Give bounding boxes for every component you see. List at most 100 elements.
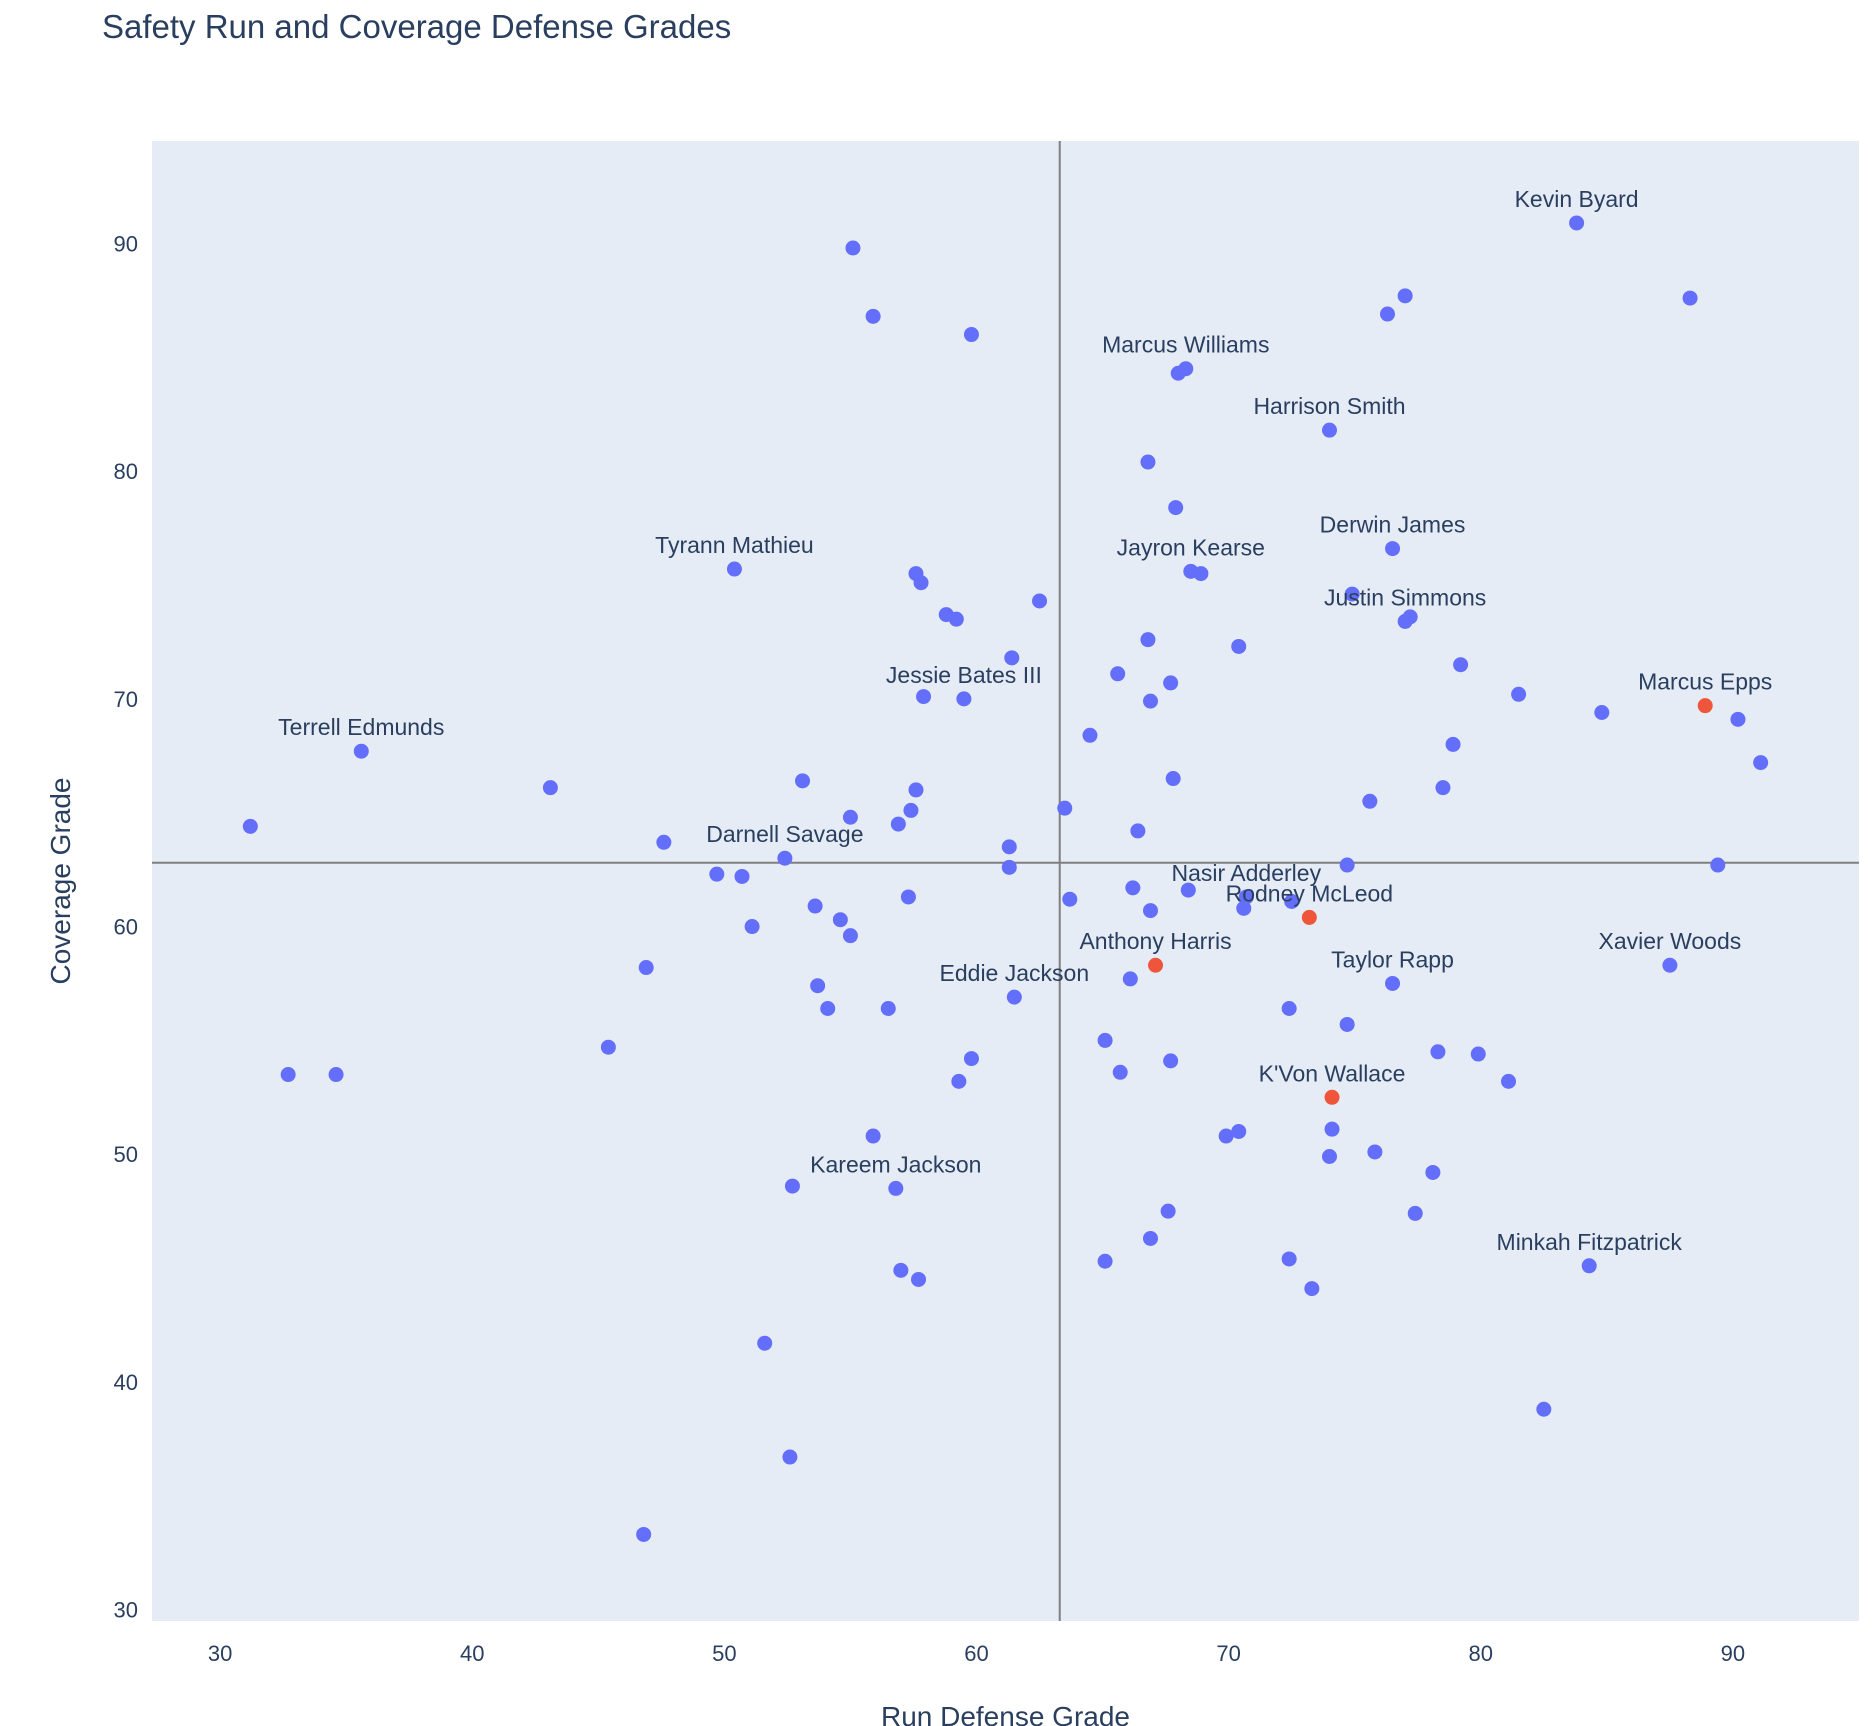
data-point[interactable]: [1367, 1144, 1383, 1160]
data-point[interactable]: [1430, 1044, 1446, 1060]
data-point[interactable]: [810, 978, 826, 994]
data-point[interactable]: [1445, 736, 1461, 752]
highlighted-point[interactable]: [1301, 909, 1317, 925]
data-point[interactable]: [1163, 675, 1179, 691]
data-point[interactable]: [1130, 823, 1146, 839]
data-point[interactable]: [1218, 1128, 1234, 1144]
data-point[interactable]: [1407, 1205, 1423, 1221]
data-point[interactable]: [963, 327, 979, 343]
data-point[interactable]: [1281, 1251, 1297, 1267]
data-point[interactable]: [1122, 971, 1138, 987]
data-point[interactable]: [1501, 1073, 1517, 1089]
data-point[interactable]: [1682, 290, 1698, 306]
data-point[interactable]: [1180, 882, 1196, 898]
plot-area[interactable]: [152, 141, 1859, 1621]
data-point[interactable]: [1062, 891, 1078, 907]
data-point[interactable]: [1569, 215, 1585, 231]
data-point[interactable]: [893, 1262, 909, 1278]
data-point[interactable]: [880, 1001, 896, 1017]
data-point[interactable]: [1281, 1001, 1297, 1017]
data-point[interactable]: [726, 561, 742, 577]
data-point[interactable]: [1324, 1121, 1340, 1137]
data-point[interactable]: [1112, 1064, 1128, 1080]
data-point[interactable]: [956, 691, 972, 707]
data-point[interactable]: [845, 240, 861, 256]
data-point[interactable]: [1142, 903, 1158, 919]
data-point[interactable]: [1379, 306, 1395, 322]
data-point[interactable]: [1435, 780, 1451, 796]
data-point[interactable]: [1165, 771, 1181, 787]
data-point[interactable]: [1339, 1016, 1355, 1032]
data-point[interactable]: [1710, 857, 1726, 873]
data-point[interactable]: [1097, 1032, 1113, 1048]
data-point[interactable]: [890, 816, 906, 832]
data-point[interactable]: [1142, 693, 1158, 709]
data-point[interactable]: [542, 780, 558, 796]
data-point[interactable]: [1581, 1258, 1597, 1274]
data-point[interactable]: [1238, 889, 1254, 905]
data-point[interactable]: [1001, 859, 1017, 875]
data-point[interactable]: [1168, 500, 1184, 516]
data-point[interactable]: [1536, 1401, 1552, 1417]
data-point[interactable]: [1511, 686, 1527, 702]
data-point[interactable]: [1140, 632, 1156, 648]
data-point[interactable]: [908, 782, 924, 798]
data-point[interactable]: [1402, 609, 1418, 625]
data-point[interactable]: [1170, 365, 1186, 381]
data-point[interactable]: [1236, 900, 1252, 916]
data-point[interactable]: [1193, 566, 1209, 582]
data-point[interactable]: [1160, 1203, 1176, 1219]
data-point[interactable]: [777, 850, 793, 866]
data-point[interactable]: [1231, 1123, 1247, 1139]
data-point[interactable]: [820, 1001, 836, 1017]
data-point[interactable]: [842, 809, 858, 825]
data-point[interactable]: [1385, 975, 1401, 991]
data-point[interactable]: [1032, 593, 1048, 609]
data-point[interactable]: [242, 818, 258, 834]
data-point[interactable]: [784, 1178, 800, 1194]
data-point[interactable]: [913, 575, 929, 591]
data-point[interactable]: [744, 919, 760, 935]
data-point[interactable]: [1082, 727, 1098, 743]
data-point[interactable]: [638, 960, 654, 976]
data-point[interactable]: [757, 1335, 773, 1351]
data-point[interactable]: [963, 1051, 979, 1067]
data-point[interactable]: [948, 611, 964, 627]
data-point[interactable]: [1304, 1281, 1320, 1297]
data-point[interactable]: [734, 868, 750, 884]
highlighted-point[interactable]: [1697, 698, 1713, 714]
data-point[interactable]: [328, 1067, 344, 1083]
data-point[interactable]: [865, 1128, 881, 1144]
data-point[interactable]: [807, 898, 823, 914]
data-points[interactable]: [242, 215, 1769, 1542]
data-point[interactable]: [1142, 1230, 1158, 1246]
data-point[interactable]: [1006, 989, 1022, 1005]
data-point[interactable]: [1397, 288, 1413, 304]
data-point[interactable]: [1110, 666, 1126, 682]
data-point[interactable]: [1231, 638, 1247, 654]
data-point[interactable]: [1385, 541, 1401, 557]
data-point[interactable]: [1753, 755, 1769, 771]
data-point[interactable]: [1284, 893, 1300, 909]
data-point[interactable]: [1453, 657, 1469, 673]
data-point[interactable]: [842, 928, 858, 944]
data-point[interactable]: [1594, 705, 1610, 721]
data-point[interactable]: [1344, 586, 1360, 602]
data-point[interactable]: [1470, 1046, 1486, 1062]
data-point[interactable]: [1140, 454, 1156, 470]
data-point[interactable]: [1662, 957, 1678, 973]
data-point[interactable]: [865, 308, 881, 324]
data-point[interactable]: [1339, 857, 1355, 873]
data-point[interactable]: [888, 1180, 904, 1196]
data-point[interactable]: [903, 802, 919, 818]
data-point[interactable]: [782, 1449, 798, 1465]
highlighted-point[interactable]: [1148, 957, 1164, 973]
data-point[interactable]: [1730, 711, 1746, 727]
data-point[interactable]: [600, 1039, 616, 1055]
data-point[interactable]: [832, 912, 848, 928]
data-point[interactable]: [951, 1073, 967, 1089]
data-point[interactable]: [1322, 422, 1338, 438]
data-point[interactable]: [900, 889, 916, 905]
data-point[interactable]: [1125, 880, 1141, 896]
